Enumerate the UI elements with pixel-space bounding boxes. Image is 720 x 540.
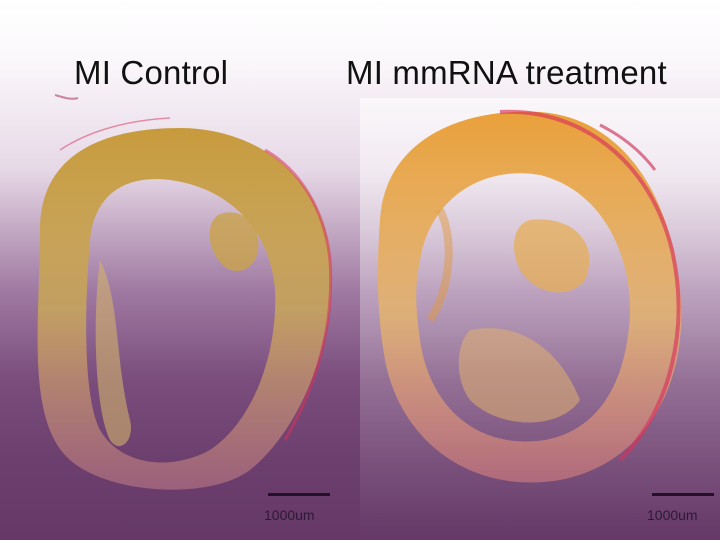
scale-bar-treatment xyxy=(652,493,714,496)
scale-bar-control xyxy=(268,493,330,496)
panel-title-treatment: MI mmRNA treatment xyxy=(346,54,667,91)
control-myocardium-wall xyxy=(37,128,332,490)
control-papillary-tissue xyxy=(209,212,259,272)
scale-label-treatment: 1000um xyxy=(647,507,698,523)
treatment-myocardium-wall xyxy=(377,111,682,483)
panel-title-control: MI Control xyxy=(74,54,229,91)
control-scar-edge xyxy=(264,148,333,441)
scale-label-control: 1000um xyxy=(264,507,315,523)
treatment-scar-edge xyxy=(499,109,681,462)
treatment-papillary-tissue xyxy=(514,219,590,293)
